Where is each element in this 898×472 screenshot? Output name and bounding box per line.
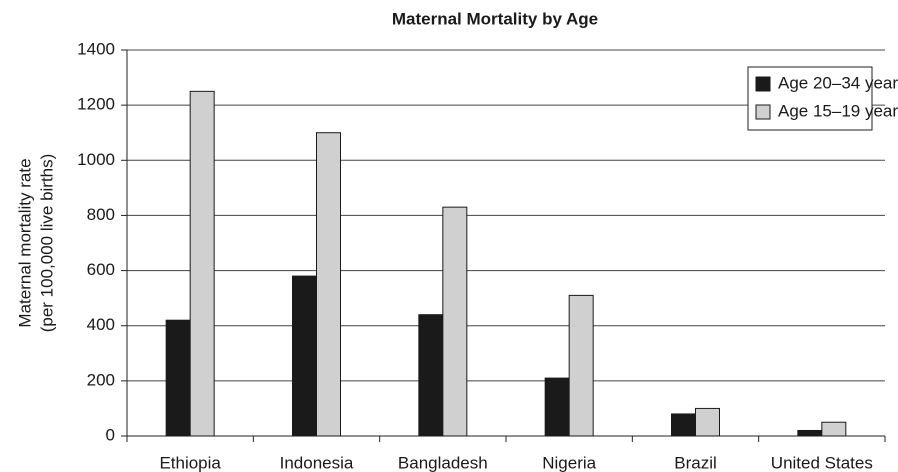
chart-title: Maternal Mortality by Age — [392, 9, 598, 28]
bar — [189, 90, 215, 437]
y-tick-label: 600 — [87, 260, 115, 279]
x-tick-label: United States — [771, 453, 873, 472]
bar — [695, 407, 720, 437]
bar — [671, 413, 696, 437]
legend-swatch — [755, 76, 771, 92]
x-tick-label: Ethiopia — [159, 453, 221, 472]
x-tick-label: Brazil — [674, 453, 717, 472]
bar — [418, 314, 444, 437]
y-tick-label: 1000 — [77, 150, 115, 169]
legend-label: Age 15–19 years — [778, 101, 898, 120]
y-axis-label: Maternal mortality rate — [15, 158, 34, 327]
bar — [821, 421, 847, 437]
legend-swatch — [755, 104, 771, 120]
y-tick-label: 1200 — [77, 95, 115, 114]
bar — [568, 294, 594, 437]
bar — [797, 429, 823, 437]
x-tick-label: Bangladesh — [398, 453, 488, 472]
bar — [165, 319, 191, 437]
bar — [292, 275, 317, 437]
y-axis-label: (per 100,000 live births) — [37, 154, 56, 333]
bar — [316, 132, 341, 437]
y-tick-label: 1400 — [77, 39, 115, 58]
bar — [544, 377, 570, 437]
y-tick-label: 400 — [87, 315, 115, 334]
legend-label: Age 20–34 years — [778, 73, 898, 92]
y-tick-label: 0 — [106, 425, 115, 444]
bar — [442, 206, 468, 437]
x-tick-label: Indonesia — [280, 453, 354, 472]
y-tick-label: 800 — [87, 205, 115, 224]
x-tick-label: Nigeria — [542, 453, 596, 472]
y-tick-label: 200 — [87, 370, 115, 389]
